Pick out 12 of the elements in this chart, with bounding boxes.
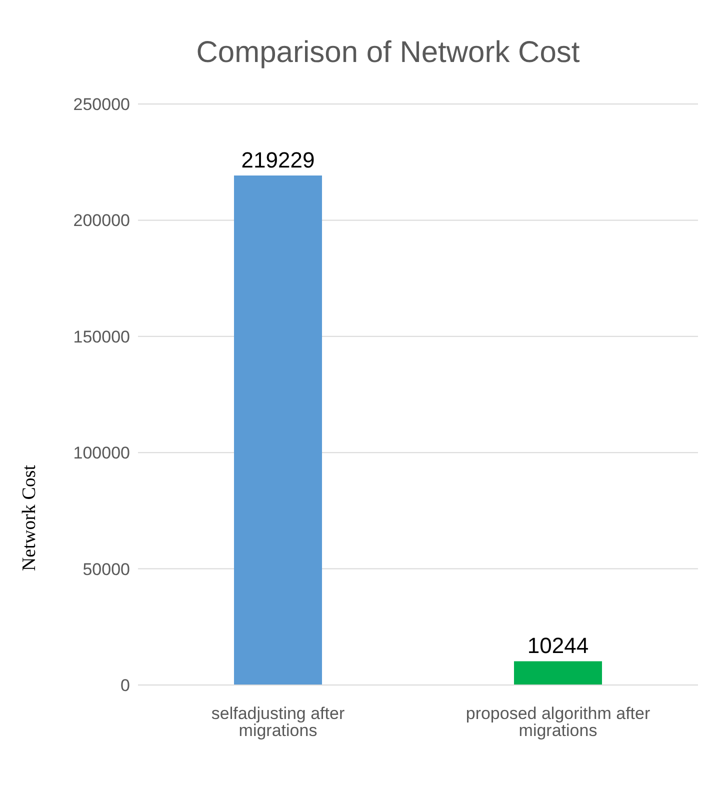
data-label: 10244	[527, 633, 589, 658]
chart-title: Comparison of Network Cost	[195, 36, 581, 70]
y-tick-label: 50000	[82, 560, 130, 579]
y-tick-label: 200000	[73, 211, 130, 230]
y-tick-label: 150000	[73, 327, 130, 346]
y-tick-label: 250000	[73, 95, 130, 114]
y-axis-title: Network Cost	[19, 464, 41, 572]
y-tick-label: 0	[120, 676, 130, 696]
data-label: 219229	[241, 148, 315, 173]
y-tick-label: 100000	[73, 444, 130, 463]
x-tick-label: proposed algorithm after migrations	[466, 704, 650, 740]
x-tick-label: selfadjusting after migrations	[211, 704, 345, 740]
